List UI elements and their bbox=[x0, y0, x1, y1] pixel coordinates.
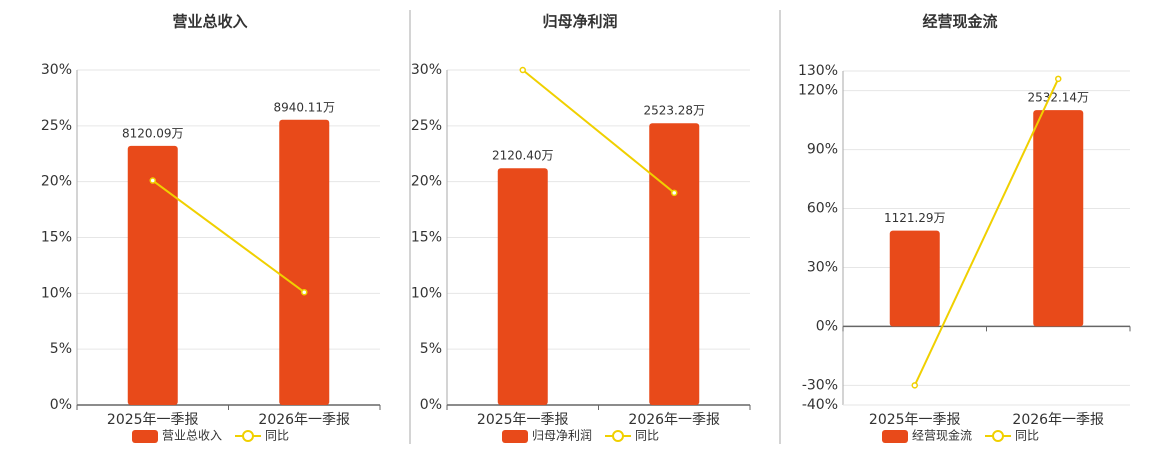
legend-label: 经营现金流 bbox=[912, 428, 972, 443]
x-tick-label: 2026年一季报 bbox=[628, 412, 720, 428]
legend-swatch bbox=[132, 430, 158, 443]
y-tick-label: 90% bbox=[807, 142, 838, 158]
legend-marker bbox=[992, 430, 1004, 442]
line bbox=[152, 179, 305, 294]
bar bbox=[1033, 110, 1084, 327]
y-tick-label: 15% bbox=[411, 230, 442, 246]
y-tick-label: 15% bbox=[41, 230, 72, 246]
x-tick-label: 2025年一季报 bbox=[477, 412, 569, 428]
bar bbox=[279, 119, 330, 406]
chart-title: 经营现金流 bbox=[922, 13, 997, 31]
y-tick-label: 130% bbox=[798, 63, 838, 79]
x-tick-label: 2026年一季报 bbox=[258, 412, 350, 428]
legend-label: 归母净利润 bbox=[532, 429, 592, 443]
y-tick-label: 5% bbox=[50, 341, 72, 357]
legend-marker bbox=[242, 430, 254, 442]
line-point bbox=[301, 288, 308, 296]
x-tick-label: 2025年一季报 bbox=[869, 412, 961, 428]
y-tick-label: 5% bbox=[420, 341, 442, 357]
line-point bbox=[149, 177, 156, 184]
line-point bbox=[911, 382, 918, 389]
y-tick-label: 60% bbox=[807, 201, 838, 217]
y-tick-label: 10% bbox=[411, 285, 442, 301]
value-label: 2523.28万 bbox=[643, 104, 705, 118]
y-tick-label: 20% bbox=[41, 174, 72, 190]
y-tick-label: 30% bbox=[807, 259, 838, 275]
legend-swatch bbox=[502, 430, 528, 443]
y-tick-label: 30% bbox=[41, 62, 72, 78]
legend-swatch bbox=[882, 430, 908, 443]
value-label: 1121.29万 bbox=[884, 211, 946, 225]
line bbox=[913, 78, 1060, 386]
bar bbox=[649, 123, 700, 405]
y-tick-label: 10% bbox=[41, 285, 72, 301]
line bbox=[522, 69, 675, 194]
line-point bbox=[1055, 75, 1062, 83]
y-tick-label: 25% bbox=[41, 118, 72, 134]
value-label: 2120.40万 bbox=[492, 149, 554, 163]
y-tick-label: 0% bbox=[50, 397, 72, 413]
legend-label: 同比 bbox=[265, 429, 289, 443]
legend-label: 同比 bbox=[635, 429, 659, 443]
value-label: 2532.14万 bbox=[1027, 91, 1089, 105]
value-label: 8120.09万 bbox=[122, 126, 184, 140]
legend-label: 营业总收入 bbox=[162, 429, 222, 443]
legend-label: 同比 bbox=[1015, 429, 1039, 443]
y-tick-label: 120% bbox=[798, 83, 838, 99]
y-tick-label: 0% bbox=[420, 397, 442, 413]
bar bbox=[889, 230, 940, 327]
legend-marker bbox=[612, 430, 624, 442]
value-label: 8940.11万 bbox=[273, 100, 335, 114]
line-point bbox=[671, 189, 678, 197]
bar bbox=[497, 168, 548, 405]
y-tick-label: 25% bbox=[411, 118, 442, 134]
y-tick-label: 0% bbox=[816, 318, 838, 334]
x-tick-label: 2025年一季报 bbox=[107, 412, 199, 428]
x-tick-label: 2026年一季报 bbox=[1012, 412, 1104, 428]
chart-title: 营业总收入 bbox=[172, 13, 247, 31]
y-tick-label: -40% bbox=[802, 397, 838, 413]
y-tick-label: 20% bbox=[411, 174, 442, 190]
y-tick-label: -30% bbox=[802, 377, 838, 393]
line-point bbox=[519, 66, 526, 74]
y-tick-label: 30% bbox=[411, 62, 442, 78]
chart-title: 归母净利润 bbox=[542, 13, 617, 31]
bar bbox=[127, 145, 178, 405]
